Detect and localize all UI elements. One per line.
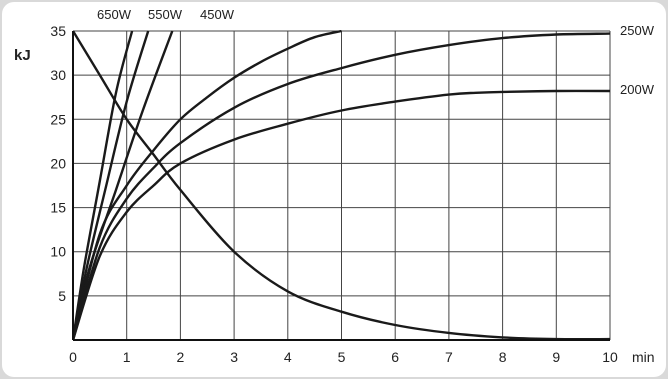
series-label: 200W: [620, 82, 655, 97]
x-tick-label: 6: [391, 349, 399, 365]
y-tick-label: 15: [50, 200, 66, 216]
y-tick-label: 30: [50, 67, 66, 83]
grid: [73, 30, 611, 340]
x-tick-label: 0: [69, 349, 77, 365]
series-label: 450W: [200, 7, 235, 22]
series-label: 650W: [97, 7, 132, 22]
series-lines: [73, 30, 611, 340]
x-tick-labels: 0 1 2 3 4 5 6 7 8 9 10: [69, 349, 618, 365]
y-tick-label: 25: [50, 111, 66, 127]
series-line: [73, 32, 611, 340]
series-line: [73, 30, 134, 340]
series-line: [73, 30, 150, 340]
y-tick-label: 10: [50, 244, 66, 260]
y-axis-label: kJ: [14, 47, 31, 64]
y-tick-label: 35: [50, 23, 66, 39]
y-tick-labels: 5 10 15 20 25 30 35: [50, 23, 66, 304]
x-tick-label: 2: [177, 349, 185, 365]
x-tick-label: 8: [499, 349, 507, 365]
series-line: [73, 89, 611, 340]
x-axis-label: min: [632, 349, 655, 365]
x-tick-label: 1: [123, 349, 131, 365]
x-tick-label: 5: [338, 349, 346, 365]
series-line: [73, 30, 611, 340]
series-line: [73, 30, 342, 340]
x-tick-label: 9: [552, 349, 560, 365]
series-label: 250W: [620, 23, 655, 38]
x-tick-label: 4: [284, 349, 292, 365]
axes: [72, 31, 610, 341]
y-tick-label: 20: [50, 155, 66, 171]
x-tick-label: 10: [602, 349, 618, 365]
x-tick-label: 3: [230, 349, 238, 365]
series-label: 550W: [148, 7, 183, 22]
series-labels: 650W 550W 450W 250W 200W: [97, 7, 655, 97]
x-tick-label: 7: [445, 349, 453, 365]
y-tick-label: 5: [58, 288, 66, 304]
